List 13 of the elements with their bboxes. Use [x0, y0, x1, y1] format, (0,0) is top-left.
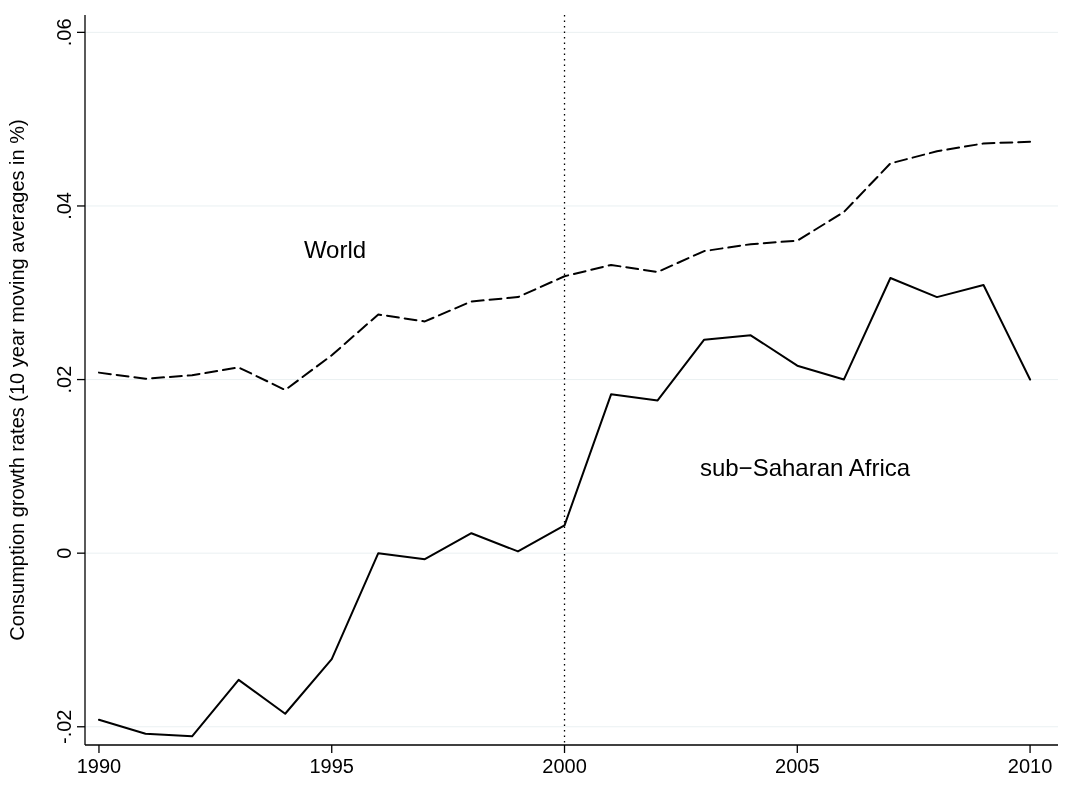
- x-tick-label: 2010: [1007, 755, 1053, 777]
- y-tick-label: 0: [53, 547, 75, 559]
- x-tick-label: 1990: [76, 755, 122, 777]
- text: World: [303, 236, 367, 263]
- y-tick-label: -.02: [53, 709, 75, 745]
- text: sub−Saharan Africa: [699, 454, 911, 481]
- y-axis-title: Consumption growth rates (10 year moving averages in %): [6, 119, 28, 641]
- x-tick-label: 2000: [542, 755, 587, 777]
- x-tick-label: 2005: [775, 755, 820, 777]
- x-tick-label: 1995: [309, 755, 354, 777]
- y-tick-label: .02: [53, 365, 75, 394]
- y-tick-label: .04: [53, 192, 75, 220]
- y-tick-label: .06: [53, 18, 75, 47]
